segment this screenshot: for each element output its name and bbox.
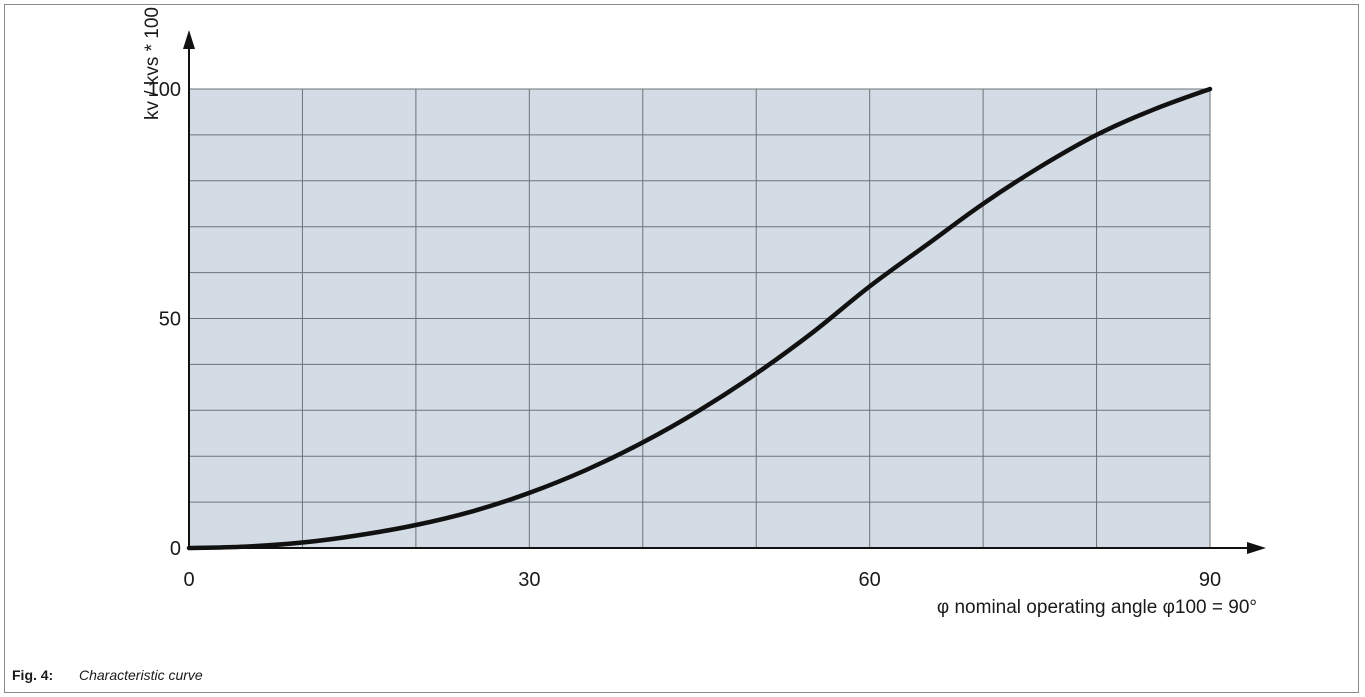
axes <box>183 30 1266 554</box>
y-tick-label: 50 <box>159 309 181 331</box>
figure-caption: Fig. 4: Characteristic curve <box>12 667 203 683</box>
x-axis-label: φ nominal operating angle φ100 = 90° <box>937 597 1257 618</box>
x-tick-label: 30 <box>518 569 540 591</box>
grid-lines <box>189 88 1211 548</box>
figure-frame <box>4 4 1359 693</box>
tick-labels: 0 30 60 90 0 50 100 <box>148 79 1222 591</box>
y-tick-label: 100 <box>148 79 181 101</box>
figure-number: Fig. 4: <box>12 667 54 683</box>
x-tick-label: 90 <box>1199 569 1221 591</box>
series-line <box>186 86 1213 551</box>
x-tick-label: 60 <box>859 569 881 591</box>
x-tick-label: 0 <box>183 569 194 591</box>
y-tick-label: 0 <box>170 538 181 560</box>
figure-caption-text: Characteristic curve <box>79 667 203 683</box>
y-axis-label: kv / kvs * 100 <box>142 7 163 120</box>
x-axis-arrow <box>1247 542 1266 554</box>
y-axis-arrow <box>183 30 195 49</box>
